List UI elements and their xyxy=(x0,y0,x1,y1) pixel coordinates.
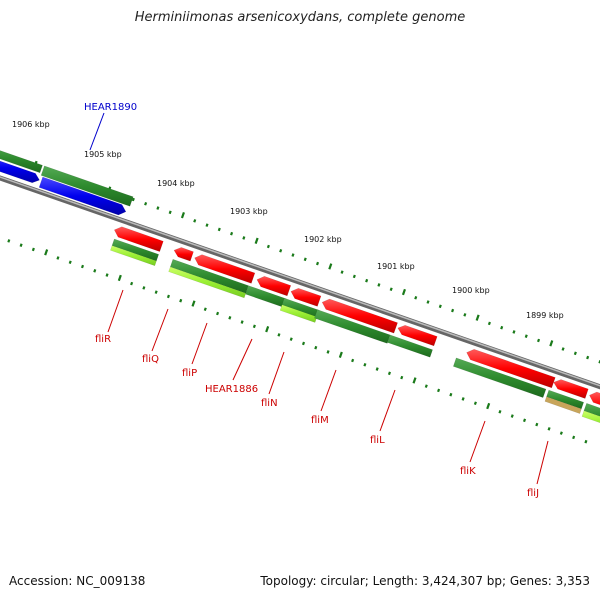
genome-summary: Topology: circular; Length: 3,424,307 bp… xyxy=(260,574,590,588)
gene-flir-misc[interactable] xyxy=(110,245,157,267)
tick-label: 1899 kbp xyxy=(526,311,564,320)
gene-label-flij[interactable]: fliJ xyxy=(527,488,539,499)
gene-flij-misc[interactable] xyxy=(544,396,582,414)
label-leader-line xyxy=(191,322,208,365)
tick-label: 1901 kbp xyxy=(377,262,415,271)
tick-row-lower xyxy=(7,239,588,444)
gene-label-flik[interactable]: fliK xyxy=(460,466,476,477)
gene-flin-misc[interactable] xyxy=(279,304,318,323)
gene-flil-gene[interactable] xyxy=(387,334,433,358)
gene-label-flim[interactable]: fliM xyxy=(311,415,329,426)
tick-label: 1906 kbp xyxy=(12,120,50,129)
gene-hear1886-cds[interactable] xyxy=(256,276,292,297)
gene-label-hear1886[interactable]: HEAR1886 xyxy=(205,384,258,395)
gene-label-flin[interactable]: fliN xyxy=(261,398,278,409)
gene-hear1890-cds-b[interactable] xyxy=(38,176,127,216)
tick-label: 1905 kbp xyxy=(84,150,122,159)
gene-flim-cds[interactable] xyxy=(321,298,398,334)
tick-label: 1902 kbp xyxy=(304,235,342,244)
gene-fliq-cds[interactable] xyxy=(173,247,194,262)
gene-flij-cds[interactable] xyxy=(553,379,589,399)
gene-next-gene[interactable] xyxy=(583,402,600,428)
gene-next-cds[interactable] xyxy=(589,391,600,418)
gene-flik-cds[interactable] xyxy=(466,349,556,389)
gene-flip-misc[interactable] xyxy=(168,266,247,299)
label-leader-line xyxy=(151,308,169,352)
label-leader-line xyxy=(379,389,396,432)
gene-hear1890-gene-a[interactable] xyxy=(0,144,43,174)
gene-flim-gene[interactable] xyxy=(314,309,391,344)
tick-label: 1900 kbp xyxy=(452,286,490,295)
gene-flin-cds[interactable] xyxy=(290,287,322,307)
backbone-highlight xyxy=(0,176,600,387)
label-leader-line xyxy=(268,351,285,395)
accession-label: Accession: NC_009138 xyxy=(9,574,146,588)
gene-flik-gene[interactable] xyxy=(452,357,547,398)
label-leader-line xyxy=(320,369,337,412)
gene-next-misc[interactable] xyxy=(581,410,600,434)
label-leader-line xyxy=(107,289,124,333)
label-leader-line xyxy=(89,112,105,151)
gene-label-flip[interactable]: fliP xyxy=(182,368,197,379)
gene-label-fliq[interactable]: fliQ xyxy=(142,354,159,365)
backbone-line xyxy=(0,175,600,390)
gene-flir-cds[interactable] xyxy=(113,226,164,252)
map-title: Herminiimonas arsenicoxydans, complete g… xyxy=(134,10,466,25)
gene-hear1890-gene-b[interactable] xyxy=(40,165,134,207)
gene-flip-cds[interactable] xyxy=(194,254,256,284)
tick-label: 1903 kbp xyxy=(230,207,268,216)
gene-hear1890-cds[interactable] xyxy=(0,153,40,184)
label-leader-line xyxy=(536,440,549,485)
gene-label-hear1890[interactable]: HEAR1890 xyxy=(84,102,137,113)
tick-label: 1904 kbp xyxy=(157,179,195,188)
label-leader-line xyxy=(469,420,486,463)
label-leader-line xyxy=(232,338,253,381)
gene-label-flil[interactable]: fliL xyxy=(370,435,385,446)
gene-label-flir[interactable]: fliR xyxy=(95,334,111,345)
gene-flil-cds[interactable] xyxy=(397,325,438,347)
